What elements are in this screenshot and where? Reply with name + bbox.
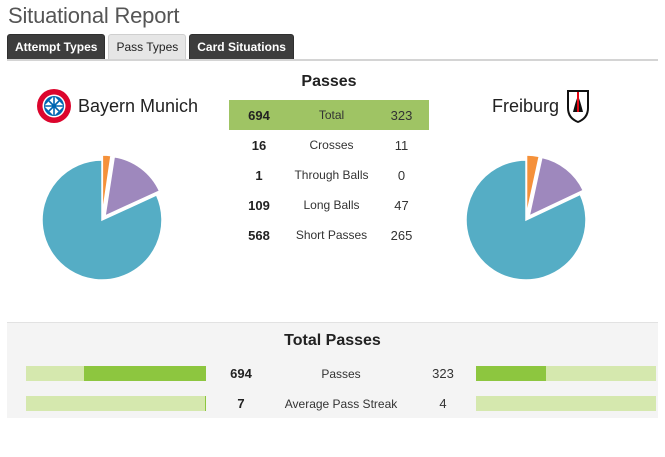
away-pie-slice-crosses xyxy=(525,154,541,216)
away-value: 265 xyxy=(390,227,413,243)
home-value: 568 xyxy=(248,227,270,243)
table-row: 568 Short Passes 265 xyxy=(229,220,429,250)
freiburg-crest-icon xyxy=(567,90,590,123)
home-pass-types-pie xyxy=(41,154,163,281)
row-label: Passes xyxy=(321,367,361,381)
row-label: Average Pass Streak xyxy=(284,397,398,411)
row-label: Total xyxy=(318,108,345,122)
away-value: 11 xyxy=(394,137,409,153)
home-team-name: Bayern Munich xyxy=(78,95,199,116)
home-pie-slice-long-balls xyxy=(104,155,161,218)
home-pie-slice-short-passes xyxy=(41,159,163,281)
home-value: 16 xyxy=(251,137,267,153)
away-value: 47 xyxy=(394,197,409,213)
away-value: 323 xyxy=(390,107,413,123)
tab-attempt-types[interactable]: Attempt Types xyxy=(7,34,106,60)
away-pass-streak-bar xyxy=(476,396,656,411)
away-pie-slice-short-passes xyxy=(465,159,587,281)
home-value: 694 xyxy=(230,366,252,381)
tab-bar: Attempt Types Pass Types Card Situations xyxy=(7,34,294,60)
tab-pass-types[interactable]: Pass Types xyxy=(108,34,187,60)
away-passes-bar-fill xyxy=(476,366,547,381)
home-pie-slice-through-balls xyxy=(102,154,113,216)
home-value: 7 xyxy=(237,396,245,411)
home-value: 109 xyxy=(248,197,270,213)
total-passes-title: Total Passes xyxy=(284,332,381,349)
away-team-name: Freiburg xyxy=(492,95,560,116)
away-pass-types-pie xyxy=(465,154,587,281)
bayern-munich-crest-icon xyxy=(37,89,71,123)
home-passes-bar xyxy=(26,366,206,381)
home-team-header: Bayern Munich xyxy=(36,88,198,124)
away-value: 323 xyxy=(432,366,454,381)
total-passes-panel: Total Passes 694 Passes 323 7 Average Pa… xyxy=(7,322,658,418)
home-value: 694 xyxy=(248,107,270,123)
table-row: 16 Crosses 11 xyxy=(229,130,429,160)
table-row: 109 Long Balls 47 xyxy=(229,190,429,220)
table-row: 1 Through Balls 0 xyxy=(229,160,429,190)
passes-table: 694 Total 323 16 Crosses 11 1 Through Ba… xyxy=(229,100,429,250)
away-value: 4 xyxy=(439,396,447,411)
home-passes-bar-fill xyxy=(83,366,206,381)
row-label: Through Balls xyxy=(294,168,369,182)
away-team-header: Freiburg xyxy=(492,88,591,124)
home-value: 1 xyxy=(255,167,263,183)
home-pass-streak-bar xyxy=(26,396,206,411)
away-value: 0 xyxy=(397,167,406,183)
row-label: Long Balls xyxy=(303,198,360,212)
row-label: Crosses xyxy=(309,138,354,152)
page-title: Situational Report xyxy=(8,3,180,28)
tab-card-situations[interactable]: Card Situations xyxy=(189,34,294,60)
row-label: Short Passes xyxy=(295,228,368,242)
passes-title: Passes xyxy=(301,73,357,90)
away-pie-slice-long-balls xyxy=(528,156,585,218)
tabs-divider xyxy=(7,59,658,61)
away-passes-bar xyxy=(476,366,656,381)
table-row: 694 Total 323 xyxy=(229,100,429,130)
home-pass-streak-bar-fill xyxy=(205,396,206,411)
